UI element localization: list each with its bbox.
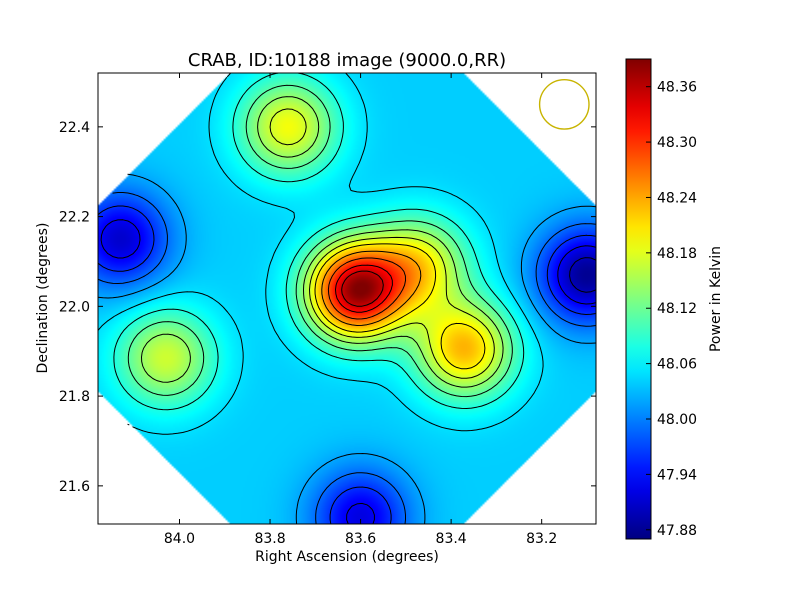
chart-title: CRAB, ID:10188 image (9000.0,RR) (188, 50, 506, 71)
beam-circle (538, 78, 590, 130)
contour-level-8 (141, 96, 504, 388)
contour-level-7 (127, 84, 513, 398)
x-tick-label: 83.2 (526, 531, 557, 547)
colorbar-tick-label: 48.06 (657, 357, 697, 373)
colorbar-label: Power in Kelvin (708, 246, 724, 352)
plot-area (98, 73, 596, 524)
x-axis-label: Right Ascension (degrees) (255, 549, 439, 565)
contour-level-9 (269, 108, 495, 379)
colorbar-tick-label: 48.12 (657, 301, 697, 317)
contour-level-13 (335, 264, 393, 313)
x-tick-label: 83.4 (436, 531, 467, 547)
contour-level-0 (569, 257, 596, 293)
colorbar-tick-label: 47.94 (657, 467, 697, 483)
colorbar-tick-label: 48.36 (657, 80, 697, 96)
power-heatmap (98, 73, 596, 524)
y-tick-label: 21.6 (59, 479, 90, 495)
contour-level-3 (98, 192, 596, 524)
contour-level-12 (327, 257, 406, 320)
contour-level-2 (98, 205, 596, 524)
colorbar-tick-label: 48.24 (657, 190, 697, 206)
contour-level-11 (321, 250, 422, 326)
y-tick-label: 22.2 (59, 210, 90, 226)
colorbar-tick-label: 47.88 (657, 523, 697, 539)
colorbar (625, 58, 652, 540)
contour-lines (98, 73, 596, 524)
colorbar-tick-label: 48.30 (657, 135, 697, 151)
contour-level-6 (113, 73, 525, 411)
contour-level-10 (314, 243, 486, 370)
y-axis-ticks: 21.6 21.8 22.0 22.2 22.4 (59, 120, 596, 495)
x-tick-label: 83.6 (345, 531, 376, 547)
colorbar-ticks: 47.88 47.94 48.00 48.06 48.12 48.18 48.24 48.30… (646, 80, 697, 539)
contour-level-14 (341, 270, 384, 307)
y-tick-label: 21.8 (59, 389, 90, 405)
plot-frame (97, 72, 597, 525)
x-tick-label: 84.0 (164, 531, 195, 547)
contour-level-4 (98, 173, 596, 524)
colorbar-tick-label: 48.18 (657, 246, 697, 262)
y-tick-label: 22.0 (59, 299, 90, 315)
contour-level-5 (98, 73, 544, 435)
contour-level-1 (100, 219, 596, 524)
x-tick-label: 83.8 (254, 531, 285, 547)
y-tick-label: 22.4 (59, 120, 90, 136)
colorbar-tick-label: 48.00 (657, 412, 697, 428)
x-axis-ticks: 84.0 83.8 83.6 83.4 83.2 (164, 73, 557, 547)
y-axis-label: Declination (degrees) (35, 223, 51, 374)
